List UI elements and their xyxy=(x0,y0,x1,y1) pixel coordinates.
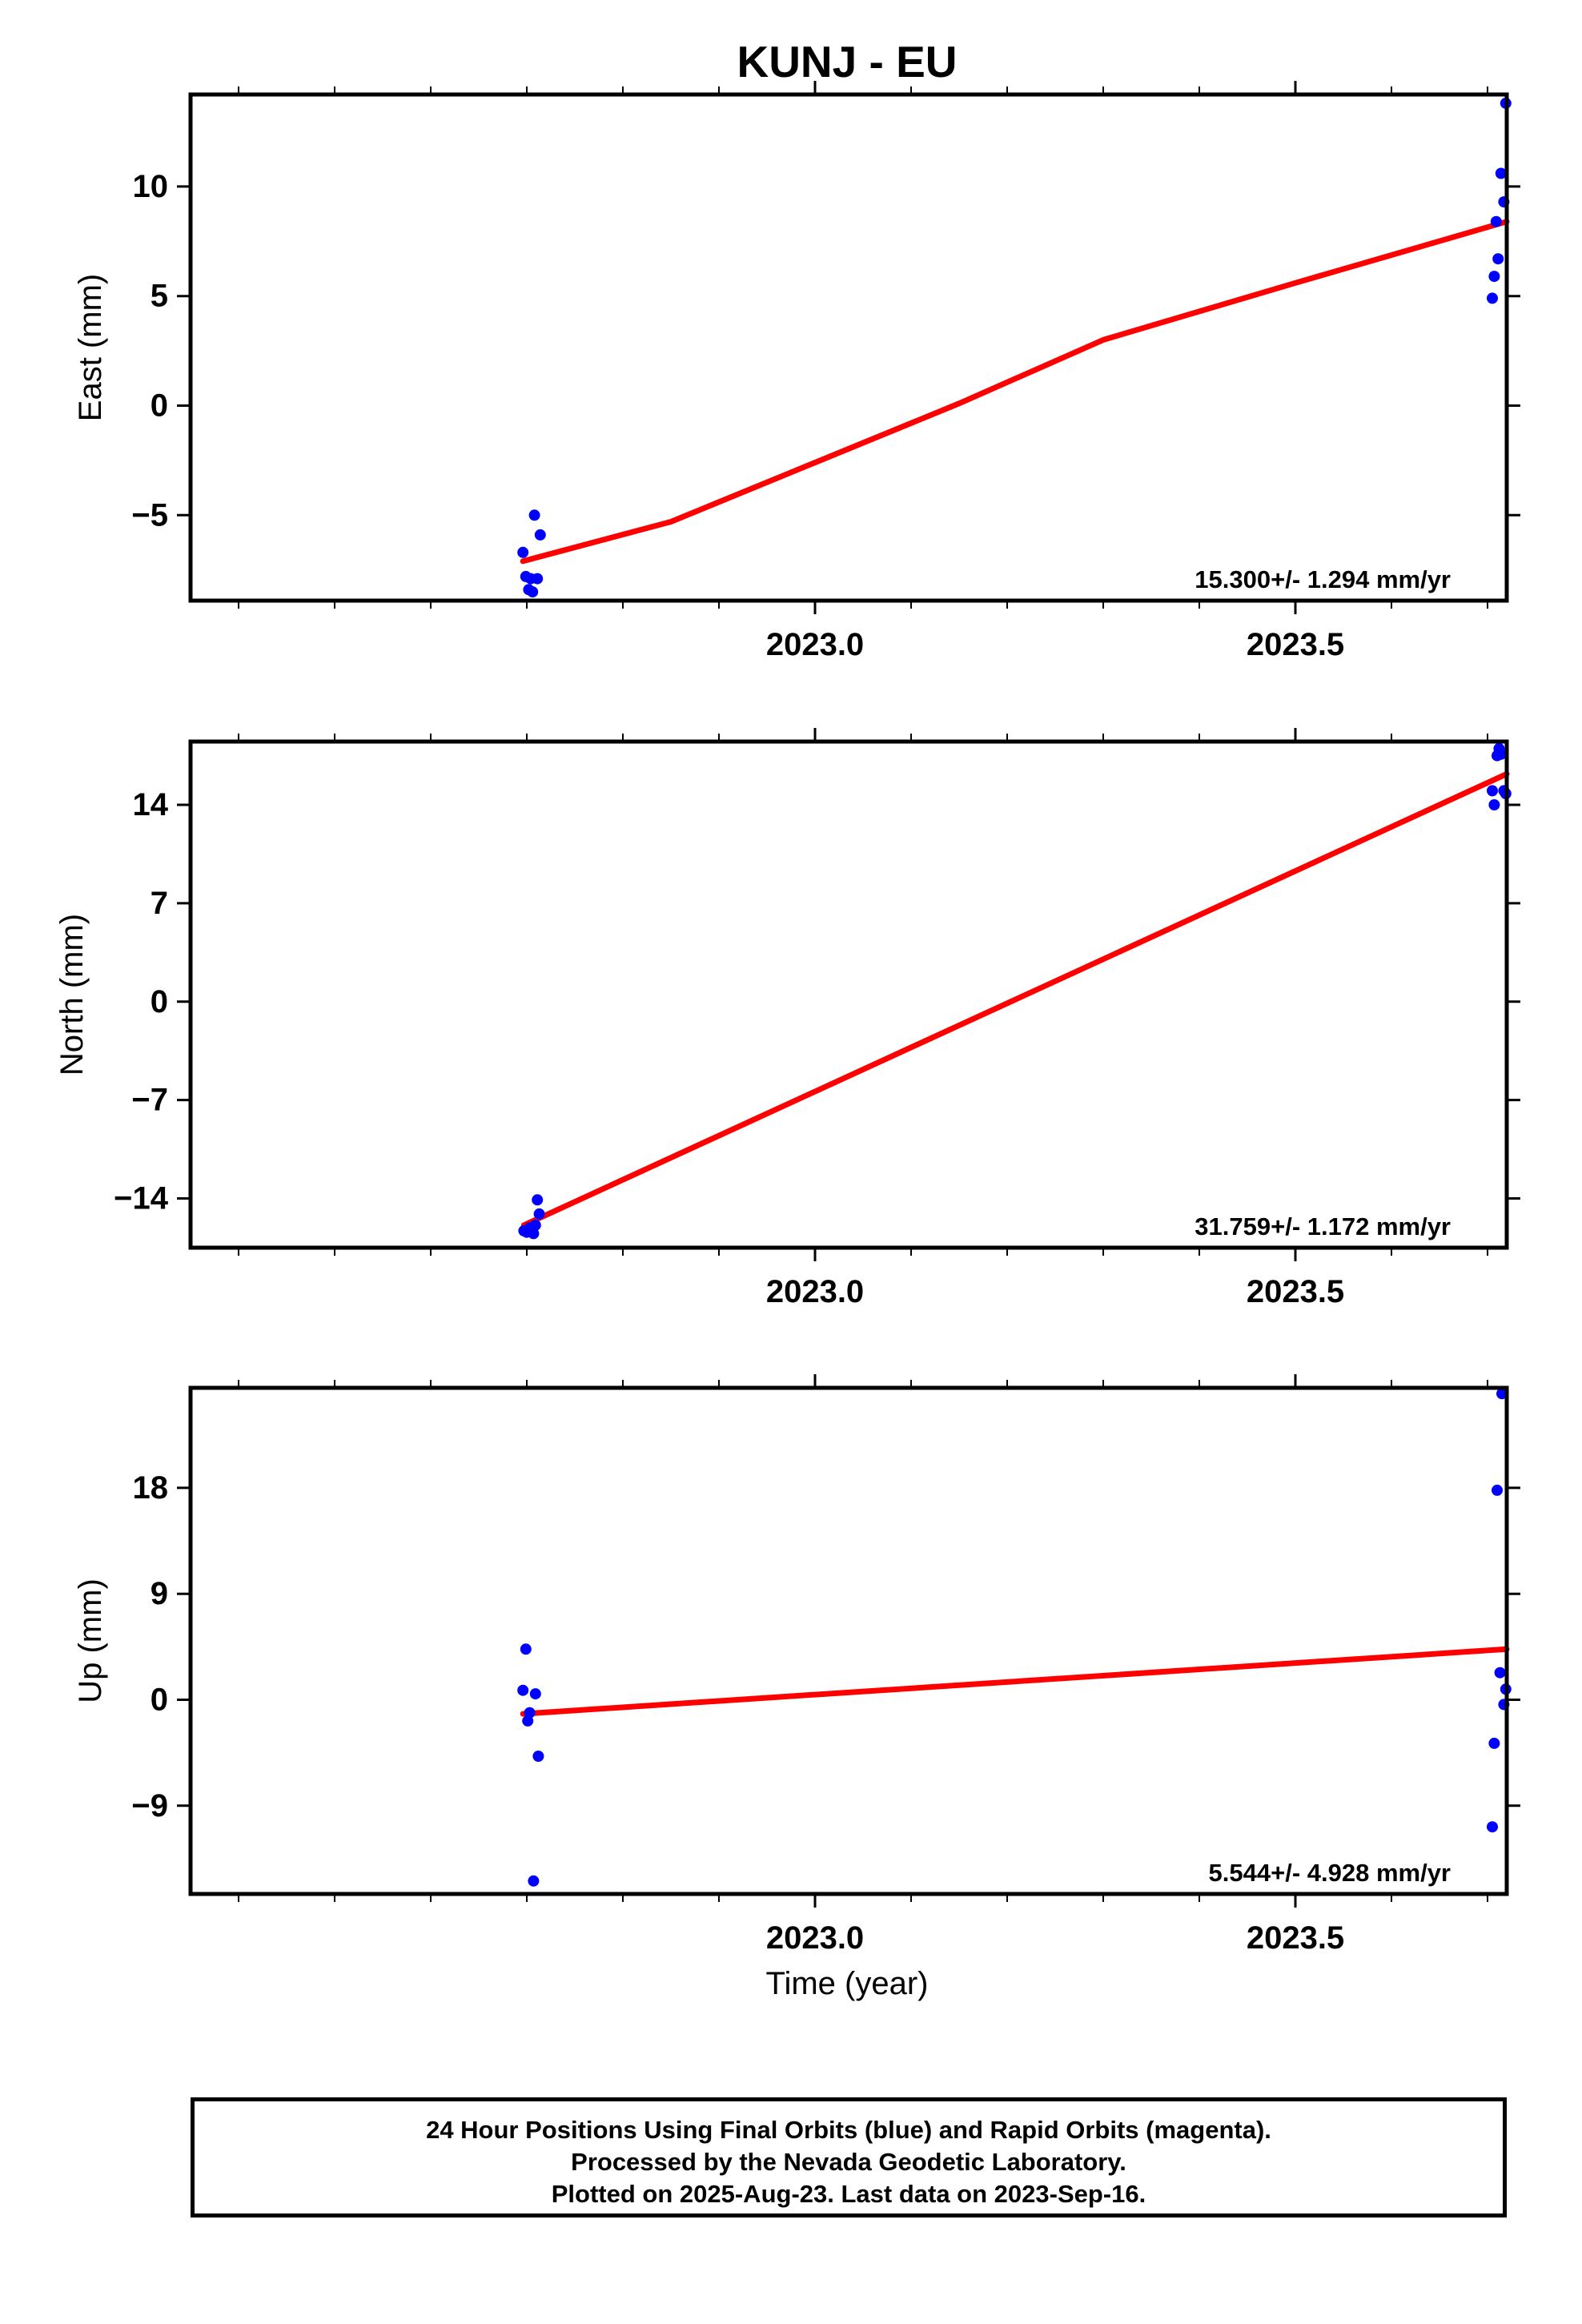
up-y-axis-label: Up (mm) xyxy=(73,1578,108,1703)
north-data-point xyxy=(528,1228,540,1240)
north-y-tick-label: −7 xyxy=(131,1083,168,1118)
north-y-tick-label: −14 xyxy=(114,1181,169,1216)
north-axes: −14 −7 0 7 14 2023.0 2023.5 xyxy=(114,728,1520,1309)
caption-box: 24 Hour Positions Using Final Orbits (bl… xyxy=(191,2097,1507,2217)
north-data-point xyxy=(1487,785,1498,797)
x-axis-label: Time (year) xyxy=(766,1966,929,2001)
north-marks xyxy=(518,742,1512,1240)
up-data-point xyxy=(1487,1821,1498,1833)
north-x-tick-label: 2023.5 xyxy=(1247,1274,1344,1309)
east-x-tick-label: 2023.5 xyxy=(1247,627,1344,662)
east-y-axis-label: East (mm) xyxy=(73,274,108,421)
north-data-point xyxy=(529,1219,541,1231)
up-y-tick-label: 0 xyxy=(151,1682,168,1717)
east-rate-label: 15.300+/- 1.294 mm/yr xyxy=(1195,565,1451,593)
north-x-tick-label: 2023.0 xyxy=(766,1274,864,1309)
caption-line-3: Plotted on 2025-Aug-23. Last data on 202… xyxy=(551,2180,1146,2208)
up-data-point xyxy=(1492,1484,1503,1496)
east-plot-frame xyxy=(188,92,1509,603)
north-plot-frame xyxy=(188,739,1509,1250)
east-data-point xyxy=(1495,167,1507,179)
north-data-point xyxy=(1495,748,1507,760)
up-fit-line xyxy=(520,1646,1510,1717)
up-data-point xyxy=(1488,1737,1500,1749)
up-data-point xyxy=(520,1643,532,1655)
up-axes: −9 0 9 18 2023.0 2023.5 xyxy=(131,1374,1520,1956)
caption-line-1: 24 Hour Positions Using Final Orbits (bl… xyxy=(426,2116,1271,2144)
up-x-tick-label: 2023.5 xyxy=(1247,1920,1344,1956)
east-x-tick-label: 2023.0 xyxy=(766,627,864,662)
east-y-tick-label: −5 xyxy=(131,497,168,533)
north-data-point xyxy=(1488,799,1500,810)
north-y-tick-label: 7 xyxy=(151,886,168,921)
east-data-point xyxy=(1487,292,1498,304)
north-y-axis-label: North (mm) xyxy=(54,914,90,1076)
east-data-point xyxy=(1488,271,1500,283)
up-data-point xyxy=(524,1707,536,1719)
caption-line-2: Processed by the Nevada Geodetic Laborat… xyxy=(571,2148,1126,2176)
up-data-point xyxy=(1494,1667,1506,1679)
north-fit-line xyxy=(520,770,1510,1228)
east-marks xyxy=(517,97,1512,598)
figure-title: KUNJ - EU xyxy=(737,37,957,86)
north-data-point xyxy=(533,1208,545,1220)
east-y-tick-label: 0 xyxy=(151,388,168,424)
north-y-tick-label: 14 xyxy=(133,787,169,822)
east-data-point xyxy=(1490,215,1502,227)
east-data-point xyxy=(528,509,540,521)
east-y-tick-label: 10 xyxy=(133,169,169,204)
east-axes: −5 0 5 10 2023.0 2023.5 xyxy=(131,81,1520,662)
up-data-point xyxy=(532,1751,544,1762)
east-panel: −5 0 5 10 2023.0 2023.5 East (mm) 15.300+/- 1… xyxy=(73,81,1520,662)
up-data-point xyxy=(529,1688,541,1700)
up-data-point xyxy=(528,1875,540,1887)
east-fit-line xyxy=(520,219,1510,565)
east-data-point xyxy=(527,586,539,598)
east-data-point xyxy=(517,546,529,558)
east-data-point xyxy=(534,529,546,541)
north-rate-label: 31.759+/- 1.172 mm/yr xyxy=(1195,1212,1451,1240)
east-data-point xyxy=(1492,253,1504,265)
up-y-tick-label: −9 xyxy=(131,1788,168,1823)
up-data-point xyxy=(517,1684,529,1696)
up-plot-frame xyxy=(188,1385,1509,1896)
up-y-tick-label: 18 xyxy=(133,1470,169,1506)
north-panel: −14 −7 0 7 14 2023.0 2023.5 North (mm) 31.759+… xyxy=(54,728,1520,1309)
up-marks xyxy=(517,1388,1512,1887)
up-y-tick-label: 9 xyxy=(151,1576,168,1611)
north-data-point xyxy=(532,1194,544,1206)
up-rate-label: 5.544+/- 4.928 mm/yr xyxy=(1209,1859,1451,1887)
up-x-tick-label: 2023.0 xyxy=(766,1920,864,1956)
up-panel: −9 0 9 18 2023.0 2023.5 Up (mm) 5.544+/- 4.92… xyxy=(73,1374,1520,1956)
east-data-point xyxy=(532,573,544,585)
north-y-tick-label: 0 xyxy=(151,984,168,1019)
east-y-tick-label: 5 xyxy=(151,279,168,314)
